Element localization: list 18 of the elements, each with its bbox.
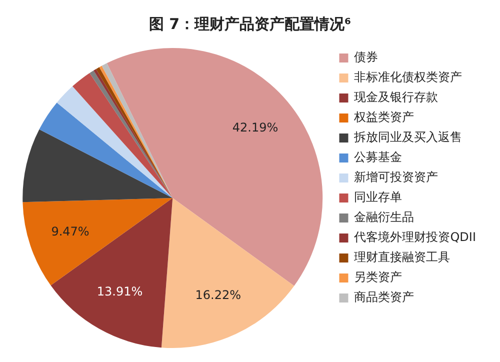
legend-label: 同业存单 <box>354 190 402 204</box>
legend-label: 理财直接融资工具 <box>354 250 450 264</box>
chart-title: 图 7：理财产品资产配置情况⁶ <box>148 14 352 33</box>
legend-label: 新增可投资资产 <box>354 170 438 184</box>
legend-label: 代客境外理财投资QDII <box>353 230 476 244</box>
legend-label: 公募基金 <box>354 150 402 164</box>
legend-label: 商品类资产 <box>354 290 414 304</box>
legend-label: 金融衍生品 <box>354 210 414 224</box>
legend-label: 权益类资产 <box>353 110 414 124</box>
legend-label: 债券 <box>354 50 378 64</box>
legend-label: 拆放同业及买入返售 <box>353 130 462 144</box>
legend-label: 非标准化债权类资产 <box>354 70 462 84</box>
data-label: 16.22% <box>195 288 242 302</box>
data-label: 42.19% <box>232 120 278 135</box>
legend-label: 现金及银行存款 <box>354 90 438 104</box>
legend-label: 另类资产 <box>354 270 402 284</box>
data-label: 9.47% <box>51 224 90 239</box>
data-label: 13.91% <box>96 284 143 298</box>
